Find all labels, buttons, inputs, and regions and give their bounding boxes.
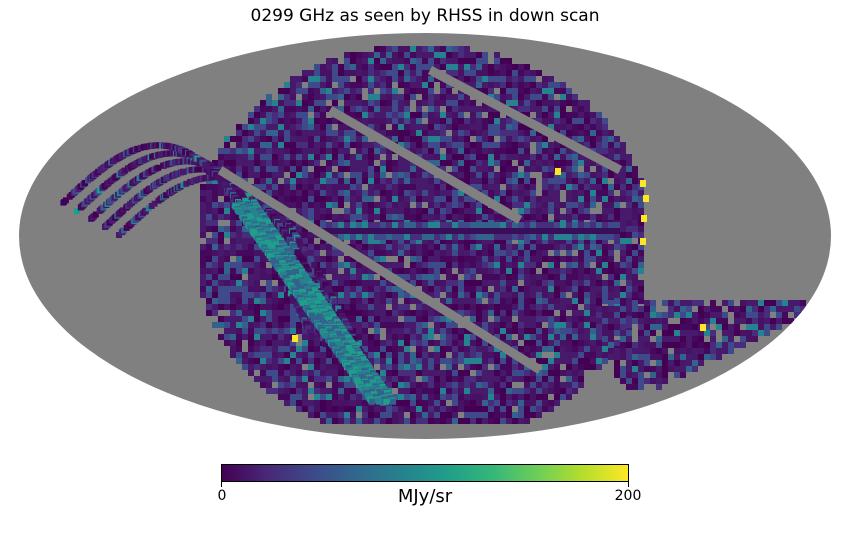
colorbar-tick-max — [628, 482, 629, 487]
colorbar-unit-label: MJy/sr — [397, 486, 453, 507]
colorbar-tick-min — [221, 482, 222, 487]
colorbar-max-label: 200 — [614, 488, 642, 504]
colorbar-min-label: 0 — [217, 488, 227, 504]
scan-coverage — [60, 46, 830, 424]
map-title: 0299 GHz as seen by RHSS in down scan — [250, 6, 600, 26]
colorbar — [221, 464, 629, 482]
